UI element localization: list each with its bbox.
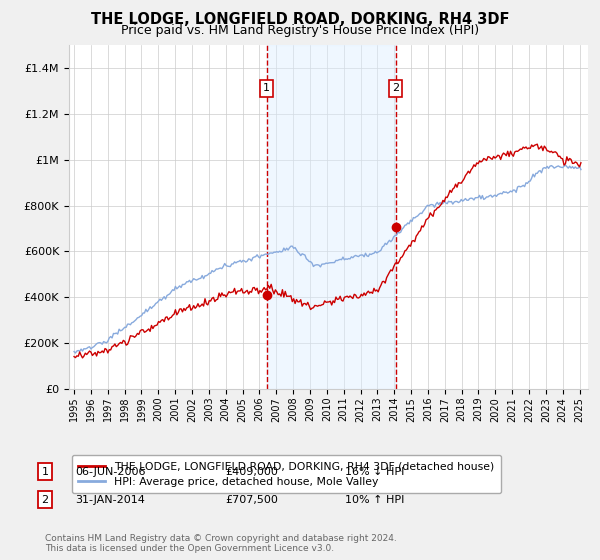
Bar: [266, 45, 395, 389]
Text: 31-JAN-2014: 31-JAN-2014: [75, 494, 145, 505]
Text: 06-JUN-2006: 06-JUN-2006: [75, 466, 146, 477]
Text: 1: 1: [263, 83, 270, 94]
Text: 10% ↑ HPI: 10% ↑ HPI: [345, 494, 404, 505]
Text: £707,500: £707,500: [225, 494, 278, 505]
Text: 16% ↓ HPI: 16% ↓ HPI: [345, 466, 404, 477]
Text: Price paid vs. HM Land Registry's House Price Index (HPI): Price paid vs. HM Land Registry's House …: [121, 24, 479, 36]
Text: £409,000: £409,000: [225, 466, 278, 477]
Legend: THE LODGE, LONGFIELD ROAD, DORKING, RH4 3DF (detached house), HPI: Average price: THE LODGE, LONGFIELD ROAD, DORKING, RH4 …: [72, 455, 501, 493]
Text: 1: 1: [41, 466, 49, 477]
Text: 2: 2: [41, 494, 49, 505]
Text: 2: 2: [392, 83, 399, 94]
Text: Contains HM Land Registry data © Crown copyright and database right 2024.
This d: Contains HM Land Registry data © Crown c…: [45, 534, 397, 553]
Text: THE LODGE, LONGFIELD ROAD, DORKING, RH4 3DF: THE LODGE, LONGFIELD ROAD, DORKING, RH4 …: [91, 12, 509, 27]
